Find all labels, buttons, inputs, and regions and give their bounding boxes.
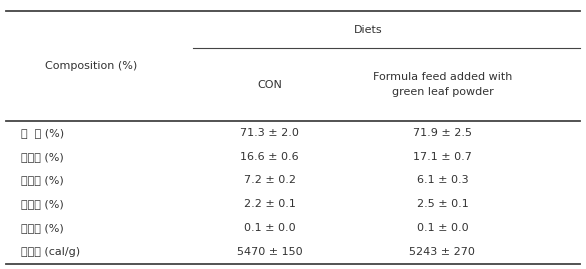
Text: 2.5 ± 0.1: 2.5 ± 0.1	[417, 199, 468, 209]
Text: 71.9 ± 2.5: 71.9 ± 2.5	[413, 128, 472, 138]
Text: 0.1 ± 0.0: 0.1 ± 0.0	[244, 223, 295, 233]
Text: 0.1 ± 0.0: 0.1 ± 0.0	[417, 223, 468, 233]
Text: 16.6 ± 0.6: 16.6 ± 0.6	[240, 152, 299, 162]
Text: 수  분 (%): 수 분 (%)	[21, 128, 64, 138]
Text: 17.1 ± 0.7: 17.1 ± 0.7	[413, 152, 472, 162]
Text: 2.2 ± 0.1: 2.2 ± 0.1	[244, 199, 295, 209]
Text: 71.3 ± 2.0: 71.3 ± 2.0	[240, 128, 299, 138]
Text: 7.2 ± 0.2: 7.2 ± 0.2	[244, 175, 295, 185]
Text: CON: CON	[257, 80, 282, 90]
Text: Composition (%): Composition (%)	[45, 61, 137, 71]
Text: 조회분 (%): 조회분 (%)	[21, 199, 63, 209]
Text: 조지방 (%): 조지방 (%)	[21, 175, 63, 185]
Text: 조단백 (%): 조단백 (%)	[21, 152, 63, 162]
Text: 5470 ± 150: 5470 ± 150	[237, 247, 302, 257]
Text: 칼로리 (cal/g): 칼로리 (cal/g)	[21, 247, 80, 257]
Text: 조섬유 (%): 조섬유 (%)	[21, 223, 63, 233]
Text: Diets: Diets	[353, 24, 382, 35]
Text: Formula feed added with
green leaf powder: Formula feed added with green leaf powde…	[373, 72, 512, 97]
Text: 6.1 ± 0.3: 6.1 ± 0.3	[417, 175, 468, 185]
Text: 5243 ± 270: 5243 ± 270	[410, 247, 475, 257]
